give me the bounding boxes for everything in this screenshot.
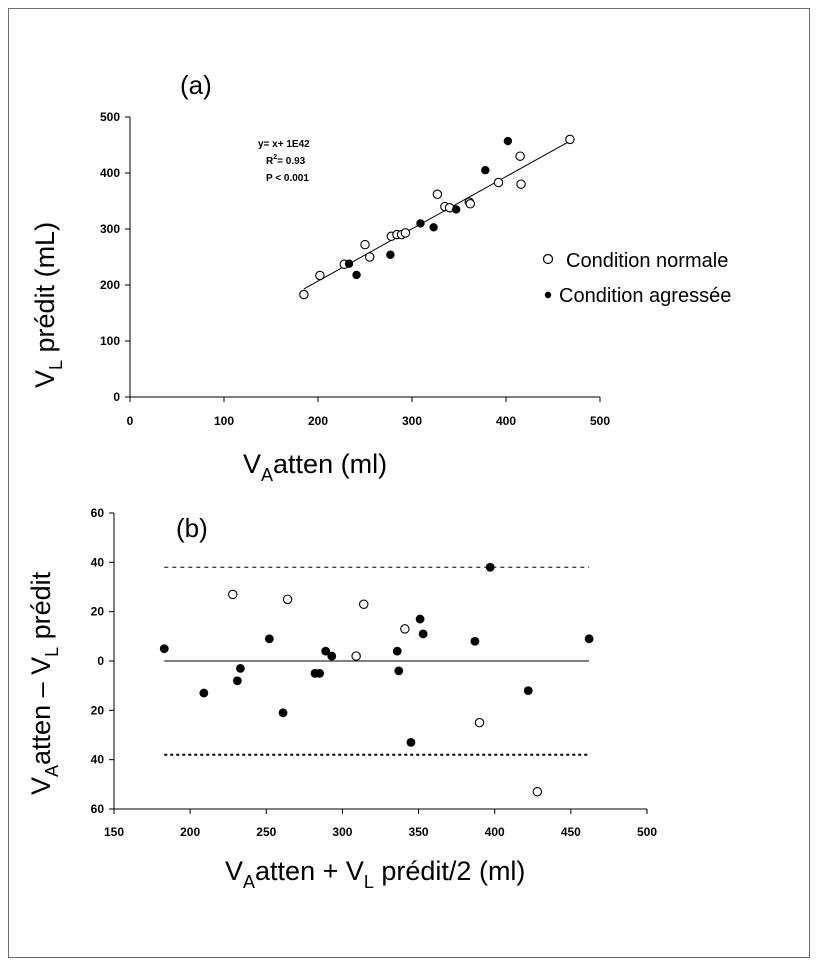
panel-b-y-tick-label: 40 [91, 555, 105, 569]
legend: Condition normale Condition agressée [542, 250, 731, 307]
panel-b-x-tick-label: 450 [561, 825, 581, 839]
panel-b-point-agressee [584, 634, 594, 644]
panel-a-x-tick-label: 100 [214, 414, 234, 428]
panel-b-x-axis-title: VAatten + VL prédit/2 (ml) [225, 856, 525, 892]
panel-a-point-agressee [344, 259, 354, 268]
legend-marker-normale [542, 253, 554, 265]
panel-b-point-normale [400, 624, 410, 634]
panel-a-x-tick-label: 400 [496, 414, 516, 428]
panel-b-label: (b) [176, 513, 208, 543]
panel-b-point-normale [282, 594, 293, 605]
panel-a-x-axis-title: VAatten (ml) [243, 449, 387, 485]
panel-b-y-tick-label: 40 [91, 753, 105, 767]
regression-equation: y= x+ 1E42 [258, 139, 310, 150]
panel-a-y-tick-label: 100 [100, 334, 120, 348]
panel-a-y-tick-label: 500 [100, 110, 120, 124]
panel-b-point-agressee [394, 666, 404, 676]
r-squared: R2= 0.93 [266, 154, 306, 167]
panel-a-y-tick-label: 300 [100, 222, 120, 236]
panel-a-point-normale [565, 134, 575, 145]
panel-a-point-agressee [416, 219, 425, 228]
panel-a-x-tick-label: 500 [590, 414, 610, 428]
panel-b-x-tick-label: 350 [409, 825, 429, 839]
panel-b-y-tick-label: 20 [91, 703, 105, 717]
panel-b-point-normale [351, 651, 361, 661]
panel-a-x-tick-label: 200 [308, 414, 328, 428]
panel-b-x-tick-label: 200 [180, 825, 200, 839]
p-value: P < 0.001 [266, 173, 309, 184]
panel-b-point-agressee [523, 686, 533, 695]
panel-b-y-tick-label: 20 [91, 605, 105, 619]
panel-b-point-agressee [470, 636, 480, 646]
panel-a-point-normale [465, 199, 476, 209]
panel-a-point-normale [515, 151, 525, 161]
panel-b-point-agressee [406, 738, 416, 747]
panel-a-point-normale [432, 189, 443, 200]
panel-a-point-agressee [352, 270, 361, 280]
panel-a-point-agressee [451, 205, 461, 214]
panel-a-point-agressee [429, 223, 438, 232]
panel-b-point-agressee [327, 651, 337, 661]
panel-a-point-normale [516, 179, 526, 189]
panel-b-point-agressee [392, 646, 402, 656]
panel-b-point-normale [358, 599, 369, 610]
panel-b-y-tick-label: 60 [91, 506, 105, 520]
legend-marker-agressee [544, 291, 552, 299]
panel-a-point-normale [360, 239, 370, 250]
panel-a-point-normale [315, 270, 325, 281]
panel-b-point-agressee [235, 664, 245, 673]
panel-b-point-agressee [264, 634, 274, 644]
panel-b-point-agressee [232, 676, 242, 686]
panel-b-y-tick-label: 60 [91, 802, 105, 816]
panel-b-x-tick-label: 300 [332, 825, 352, 839]
panel-a-point-agressee [503, 136, 513, 146]
panel-b-point-normale [474, 717, 485, 728]
panel-a-point-agressee [386, 250, 395, 259]
figure-frame [8, 8, 810, 958]
panel-a-point-normale [400, 228, 411, 238]
panel-b-x-tick-label: 400 [485, 825, 505, 839]
panel-b-point-normale [228, 589, 238, 600]
panel-b-x-tick-label: 150 [104, 825, 124, 839]
legend-label-normale: Condition normale [566, 250, 728, 272]
r2-suffix: = 0.93 [277, 156, 306, 167]
panel-b-point-agressee [418, 629, 428, 639]
r2-sup: 2 [273, 154, 277, 161]
panel-a-annotation: y= x+ 1E42 R2= 0.93 P < 0.001 [258, 139, 310, 184]
panel-b-point-agressee [321, 646, 331, 656]
panel-a-label: (a) [180, 70, 212, 100]
panel-b-point-agressee [485, 562, 495, 572]
r2-prefix: R [266, 156, 274, 167]
panel-a-y-axis-title: VL prédit (mL) [30, 222, 66, 388]
panel-b-point-agressee [315, 668, 324, 678]
panel-b-point-agressee [199, 688, 209, 698]
panel-a-point-normale [493, 177, 504, 188]
panel-b-point-agressee [415, 614, 425, 624]
panel-a-x-tick-label: 300 [402, 414, 422, 428]
panel-a-x-tick-label: 0 [127, 414, 134, 428]
panel-b-y-tick-label: 0 [97, 654, 104, 668]
panel-b-x-tick-label: 250 [256, 825, 276, 839]
panel-a-y-tick-label: 0 [113, 390, 120, 404]
panel-b-y-axis-title: VAatten – VL prédit [26, 571, 62, 795]
panel-a-point-agressee [481, 166, 490, 175]
panel-a-point-normale [364, 252, 375, 262]
panel-b-x-tick-label: 500 [637, 825, 657, 839]
panel-a-point-normale [299, 289, 309, 300]
legend-label-agressee: Condition agressée [559, 285, 731, 307]
panel-b-point-normale [532, 786, 543, 797]
panel-a-y-tick-label: 200 [100, 278, 120, 292]
panel-a-y-tick-label: 400 [100, 166, 120, 180]
panel-b-point-agressee [159, 644, 169, 654]
panel-b-point-agressee [278, 708, 288, 718]
